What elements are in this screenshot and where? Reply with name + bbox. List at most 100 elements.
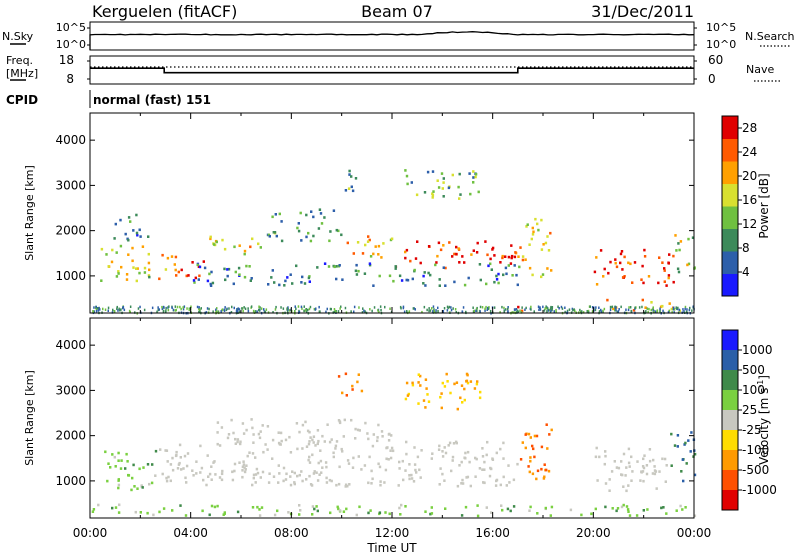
velocity-cell	[315, 505, 318, 508]
velocity-cell	[178, 461, 181, 465]
velocity-cell	[313, 470, 316, 473]
power-colorbar-cell	[722, 228, 738, 252]
velocity-cell	[117, 478, 120, 481]
velocity-cell	[439, 467, 442, 470]
power-cell	[105, 253, 108, 256]
velocity-cell	[251, 483, 254, 487]
power-cell	[236, 308, 238, 311]
power-cell	[479, 278, 482, 282]
power-cell	[539, 306, 541, 309]
velocity-cell	[617, 466, 621, 470]
power-cell	[363, 309, 365, 313]
velocity-cell	[117, 486, 120, 490]
velocity-cell	[590, 512, 593, 516]
x-tick-label: 08:00	[274, 526, 309, 540]
power-cell	[350, 175, 353, 178]
power-cell	[429, 309, 432, 312]
power-cell	[174, 255, 178, 259]
velocity-cell	[216, 431, 219, 434]
velocity-cell	[481, 468, 484, 471]
velocity-cell	[411, 383, 415, 387]
velocity-cell	[540, 467, 543, 471]
velocity-cell	[304, 420, 307, 424]
velocity-cell	[231, 478, 235, 482]
velocity-cell	[528, 470, 531, 474]
power-cell	[127, 216, 131, 219]
power-cell	[175, 308, 177, 312]
power-cell	[619, 252, 623, 256]
power-cell	[621, 268, 624, 271]
velocity-cell	[469, 484, 472, 488]
power-cell	[687, 237, 690, 241]
velocity-cell	[479, 390, 482, 394]
velocity-cell	[165, 449, 169, 452]
velocity-cell	[227, 433, 231, 436]
power-cell	[258, 309, 261, 312]
velocity-cell	[460, 514, 464, 517]
power-cell	[546, 310, 548, 313]
power-cell	[260, 307, 263, 310]
velocity-cell	[252, 441, 255, 444]
power-cell	[487, 306, 489, 310]
power-cell	[650, 301, 653, 304]
velocity-cell	[465, 379, 469, 383]
velocity-cell	[595, 446, 598, 450]
power-cell	[135, 279, 138, 283]
power-cell	[455, 311, 457, 314]
power-cell	[546, 235, 549, 238]
velocity-cell	[642, 479, 645, 483]
power-cell	[316, 266, 319, 269]
velocity-cell	[355, 513, 358, 517]
velocity-cell	[532, 447, 535, 451]
velocity-cell	[635, 514, 639, 517]
velocity-cell	[441, 450, 444, 453]
x-axis-label: Time UT	[366, 541, 417, 554]
x-tick-label: 12:00	[375, 526, 410, 540]
power-cell	[190, 305, 192, 308]
velocity-cell	[545, 423, 548, 426]
power-cell	[609, 260, 612, 264]
velocity-cell	[645, 464, 649, 467]
velocity-cell	[298, 504, 301, 507]
power-cell	[431, 307, 433, 310]
power-cell	[310, 210, 313, 213]
velocity-cell	[625, 505, 629, 508]
power-cell	[335, 265, 338, 268]
power-cell	[158, 308, 160, 311]
velocity-cell	[258, 436, 262, 440]
velocity-cell	[171, 468, 175, 472]
power-cell	[273, 281, 276, 284]
velocity-cell	[248, 451, 251, 454]
power-cell	[332, 209, 336, 212]
velocity-cell	[624, 474, 627, 477]
velocity-cell	[309, 483, 313, 486]
velocity-cell	[693, 473, 697, 477]
power-cell	[525, 225, 528, 228]
power-cell	[305, 213, 308, 217]
velocity-cell	[444, 507, 447, 510]
power-cell	[547, 307, 549, 310]
power-cell	[433, 308, 435, 311]
velocity-cell	[282, 479, 285, 483]
power-cell	[435, 311, 437, 314]
power-cell	[237, 307, 240, 310]
power-cell	[143, 271, 147, 274]
power-cell	[112, 308, 114, 312]
velocity-colorbar-cell	[722, 330, 738, 351]
power-cell	[242, 309, 244, 313]
power-cell	[547, 249, 551, 252]
power-cell	[129, 220, 132, 223]
velocity-cell	[450, 469, 453, 473]
velocity-cell	[117, 511, 121, 514]
power-cell	[528, 243, 531, 246]
power-cell	[684, 307, 686, 311]
velocity-cell	[636, 460, 639, 463]
velocity-cell	[438, 483, 441, 486]
power-cell	[305, 310, 308, 314]
power-cell	[472, 176, 475, 179]
velocity-cell	[459, 396, 462, 400]
velocity-cell	[410, 477, 414, 480]
velocity-x-axis: 00:00 04:00 08:00 12:00 16:00 20:00 00:00	[73, 318, 711, 540]
power-cell	[295, 307, 297, 310]
velocity-cell	[397, 484, 400, 487]
